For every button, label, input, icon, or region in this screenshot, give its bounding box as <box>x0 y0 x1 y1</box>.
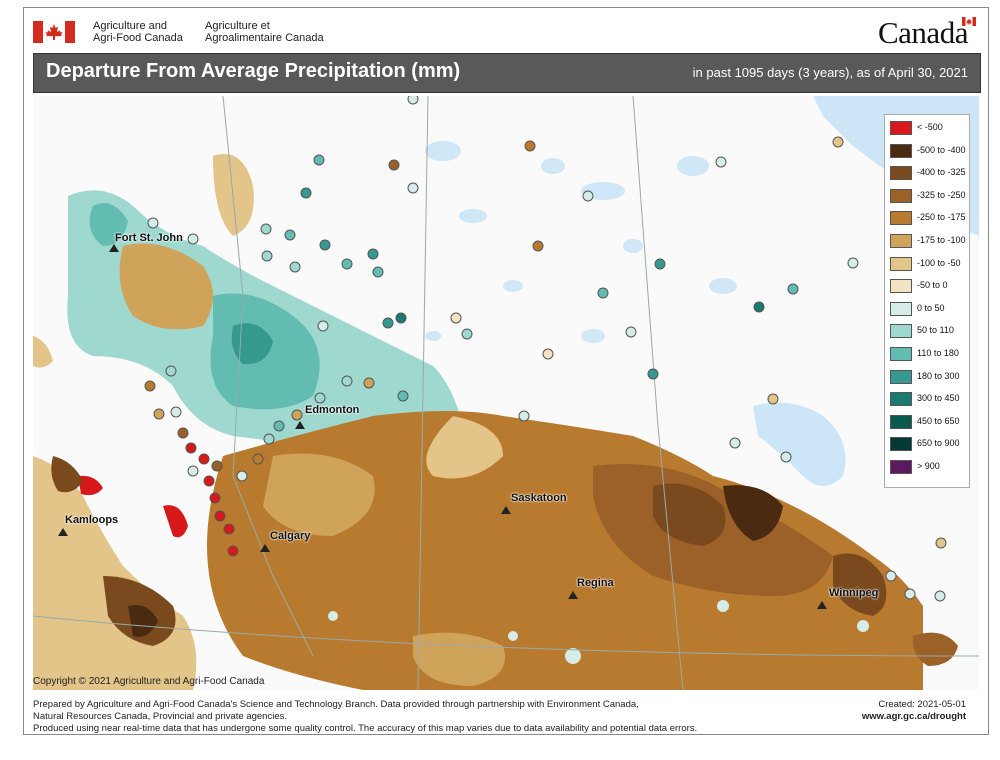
legend-swatch <box>890 234 912 248</box>
legend-label: -500 to -400 <box>917 144 966 155</box>
city-label-regina: Regina <box>577 577 614 589</box>
title-bar: Departure From Average Precipitation (mm… <box>33 53 981 93</box>
legend-label: -325 to -250 <box>917 189 966 200</box>
very-dry-patch-mb <box>833 553 887 616</box>
legend-label: -50 to 0 <box>917 280 948 291</box>
bc-coast-patch <box>33 336 53 368</box>
legend-swatch <box>890 437 912 452</box>
province-boundaries <box>33 96 979 690</box>
wordmark-flag-icon <box>962 17 976 26</box>
legend-swatch <box>890 256 912 271</box>
legend-swatch <box>890 347 912 361</box>
dry-region-prairies <box>207 411 923 690</box>
legend-label: 180 to 300 <box>917 370 960 381</box>
lake-winnipeg <box>753 402 846 486</box>
legend-swatch <box>890 324 912 339</box>
dry-patch-north <box>213 154 254 236</box>
created-info: Created: 2021-05-01 www.agr.gc.ca/drough… <box>862 699 966 723</box>
city-markers <box>58 244 827 609</box>
wet-region-fsj <box>89 203 128 246</box>
precipitation-map[interactable]: Fort St. John Edmonton Kamloops Calgary … <box>33 96 979 690</box>
copyright-text: Copyright © 2021 Agriculture and Agri-Fo… <box>33 676 265 687</box>
city-label-winnipeg: Winnipeg <box>829 587 879 599</box>
legend-label: > 900 <box>917 461 940 471</box>
dept-name-french: Agriculture et Agroalimentaire Canada <box>205 20 324 44</box>
wet-region-peak <box>231 323 273 365</box>
footer-line-1: Prepared by Agriculture and Agri-Food Ca… <box>33 699 639 710</box>
canada-flag-icon <box>33 21 75 43</box>
bc-dry-patch-2 <box>51 456 83 493</box>
red-patch-2 <box>78 475 103 496</box>
northern-lakes <box>425 141 737 343</box>
legend-swatch <box>890 369 912 384</box>
city-label-saskatoon: Saskatoon <box>511 492 567 504</box>
legend-swatch <box>890 392 912 407</box>
legend-swatch <box>890 414 912 429</box>
canada-wordmark: Canada <box>878 15 968 50</box>
footer-line-2: Natural Resources Canada, Provincial and… <box>33 711 287 722</box>
dry-patch-alberta <box>263 453 375 536</box>
legend-swatch <box>890 279 912 294</box>
legend-label: 110 to 180 <box>917 348 959 358</box>
legend-swatch <box>890 143 912 158</box>
legend-swatch <box>890 121 912 135</box>
legend-swatch <box>890 211 912 226</box>
dept-name-english: Agriculture and Agri-Food Canada <box>93 20 183 44</box>
extreme-dry-patch <box>723 485 783 541</box>
legend-label: -400 to -325 <box>917 167 966 178</box>
map-title: Departure From Average Precipitation (mm… <box>46 60 461 82</box>
map-subtitle: in past 1095 days (3 years), as of April… <box>692 65 968 80</box>
wet-spots-south <box>328 600 869 664</box>
legend-label: 650 to 900 <box>917 438 960 449</box>
created-date: Created: 2021-05-01 <box>878 699 966 710</box>
legend-swatch <box>890 166 912 181</box>
legend-label: 300 to 450 <box>917 393 960 404</box>
dept-fr-line1: Agriculture et <box>205 20 270 32</box>
legend-label: -100 to -50 <box>917 257 961 268</box>
dry-patch-south <box>413 632 505 686</box>
city-label-edmonton: Edmonton <box>305 404 360 416</box>
station-markers <box>144 96 947 602</box>
legend-label: 450 to 650 <box>917 415 960 426</box>
map-legend: < -500 -500 to -400 -400 to -325 -325 to -2… <box>884 114 970 488</box>
map-canvas <box>33 96 979 690</box>
city-label-kamloops: Kamloops <box>65 514 119 526</box>
legend-swatch <box>890 460 912 474</box>
legend-label: -250 to -175 <box>917 212 966 223</box>
drought-url-link[interactable]: www.agr.gc.ca/drought <box>861 711 966 722</box>
dept-fr-line2: Agroalimentaire Canada <box>205 32 324 44</box>
dry-patch-peace <box>119 243 213 330</box>
red-patch-1 <box>163 505 188 538</box>
dry-patch-central <box>426 416 503 479</box>
dry-patch-east <box>912 632 958 666</box>
legend-label: -175 to -100 <box>917 235 966 245</box>
legend-label: 0 to 50 <box>917 302 945 313</box>
legend-swatch <box>890 301 912 316</box>
city-label-calgary: Calgary <box>270 530 311 542</box>
legend-swatch <box>890 188 912 203</box>
dept-en-line1: Agriculture and <box>93 20 167 32</box>
very-dry-patch-1 <box>653 483 726 546</box>
city-label-fort-st-john: Fort St. John <box>115 232 183 244</box>
legend-label: 50 to 110 <box>917 325 954 336</box>
bc-extreme-patch <box>128 605 158 637</box>
dept-en-line2: Agri-Food Canada <box>93 32 183 44</box>
footer-line-3: Produced using near real-time data that … <box>33 723 698 734</box>
legend-label: < -500 <box>917 122 943 132</box>
footer-notes: Prepared by Agriculture and Agri-Food Ca… <box>33 699 697 735</box>
